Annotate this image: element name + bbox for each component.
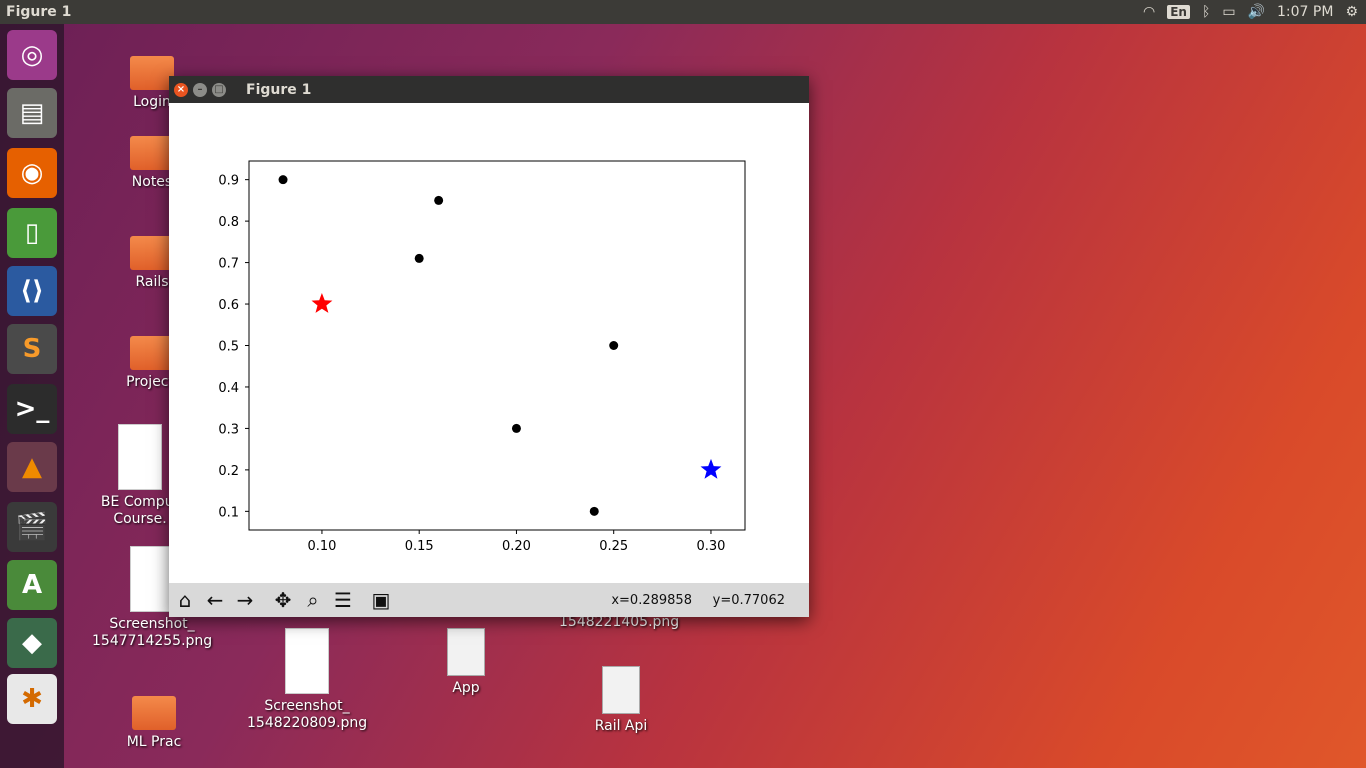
home-icon[interactable]: ⌂	[178, 588, 192, 612]
pan-icon[interactable]: ✥	[274, 588, 292, 612]
volume-icon[interactable]: 🔊	[1247, 4, 1266, 20]
python-figure-icon[interactable]: ✱	[7, 674, 57, 724]
y-tick-label: 0.1	[218, 505, 239, 520]
window-titlebar[interactable]: × – □ Figure 1	[169, 76, 809, 103]
sublime-text-icon[interactable]: S	[7, 324, 57, 374]
file-icon	[602, 666, 640, 714]
data-point	[434, 195, 444, 205]
vlc-icon[interactable]: ▲	[7, 442, 57, 492]
data-point	[589, 506, 599, 516]
data-point	[414, 253, 424, 263]
minimize-icon[interactable]: –	[193, 82, 207, 97]
app-icon[interactable]: ◆	[7, 618, 57, 668]
device-icon[interactable]: ▯	[7, 208, 57, 258]
active-app-title: Figure 1	[6, 4, 72, 20]
desktop-folder-ml-prac[interactable]: ML Prac	[94, 696, 214, 751]
keyboard-layout-indicator[interactable]: En	[1167, 5, 1190, 19]
wifi-icon[interactable]: ◠	[1142, 4, 1156, 20]
desktop-image-screenshot-1547714255[interactable]: Screenshot_ 1547714255.png	[92, 546, 212, 650]
y-tick-label: 0.3	[218, 422, 239, 437]
desktop-image-1548221405[interactable]: 1548221405.png	[559, 614, 680, 630]
launcher: ◎ ▤ ◉ ▯ ⟨⟩ S >_ ▲ 🎬 A ◆ ✱	[0, 24, 64, 768]
x-tick-label: 0.20	[502, 539, 531, 554]
cursor-y: y=0.77062	[712, 592, 785, 608]
video-editor-icon[interactable]: 🎬	[7, 502, 57, 552]
files-icon[interactable]: ▤	[7, 88, 57, 138]
plot-axes-frame	[248, 160, 746, 531]
desktop-doc-be-computer-course[interactable]: BE Comput Course.	[80, 424, 200, 528]
y-tick-label: 0.9	[218, 174, 239, 189]
terminal-icon[interactable]: >_	[7, 384, 57, 434]
x-tick-label: 0.15	[405, 539, 434, 554]
window-title: Figure 1	[246, 81, 312, 98]
image-thumbnail	[130, 546, 174, 612]
folder-icon	[130, 336, 174, 370]
clock[interactable]: 1:07 PM	[1277, 4, 1334, 20]
desktop-image-screenshot-1548220809[interactable]: Screenshot_ 1548220809.png	[247, 628, 367, 732]
scatter-plot[interactable]: 0.10 0.15 0.20 0.25 0.30 0.1 0.2 0.3 0.4 0.5 0.6 0.…	[169, 103, 809, 583]
data-point	[511, 423, 521, 433]
star-marker	[700, 458, 722, 479]
battery-icon[interactable]: ▭	[1222, 4, 1236, 20]
x-tick-label: 0.10	[307, 539, 336, 554]
top-panel: Figure 1 ◠ En ᛒ ▭ 🔊 1:07 PM ⚙	[0, 0, 1366, 24]
data-point	[278, 175, 288, 185]
folder-icon	[130, 236, 174, 270]
gear-icon[interactable]: ⚙	[1345, 4, 1358, 20]
y-tick-label: 0.7	[218, 257, 239, 272]
x-tick-label: 0.30	[696, 539, 725, 554]
close-icon[interactable]: ×	[174, 82, 188, 97]
forward-arrow-icon[interactable]: →	[236, 588, 254, 612]
vscode-icon[interactable]: ⟨⟩	[7, 266, 57, 316]
y-tick-label: 0.5	[218, 340, 239, 355]
image-thumbnail	[285, 628, 329, 694]
desktop-file-app[interactable]: App	[406, 628, 526, 697]
save-icon[interactable]: ▣	[371, 588, 391, 612]
back-arrow-icon[interactable]: ←	[206, 588, 224, 612]
matplotlib-toolbar: ⌂ ← → ✥ ⌕ ☰ ▣ x=0.289858 y=0.77062	[169, 583, 809, 617]
configure-subplots-icon[interactable]: ☰	[334, 588, 352, 612]
desktop-folder-rails[interactable]: Rails	[92, 236, 212, 291]
y-tick-label: 0.2	[218, 464, 239, 479]
cursor-x: x=0.289858	[611, 592, 692, 608]
desktop-file-rail-api[interactable]: Rail Api	[561, 666, 681, 735]
cursor-coordinates: x=0.289858 y=0.77062	[611, 593, 785, 608]
y-tick-label: 0.8	[218, 215, 239, 230]
folder-icon	[130, 136, 174, 170]
desktop-folder-projecti[interactable]: Projecti	[92, 336, 212, 391]
data-point	[609, 341, 619, 350]
android-studio-icon[interactable]: A	[7, 560, 57, 610]
folder-icon	[132, 696, 176, 730]
y-tick-label: 0.6	[218, 298, 239, 313]
folder-icon	[130, 56, 174, 90]
firefox-icon[interactable]: ◉	[7, 148, 57, 198]
ubuntu-dash-icon[interactable]: ◎	[7, 30, 57, 80]
x-tick-label: 0.25	[599, 539, 628, 554]
zoom-icon[interactable]: ⌕	[307, 588, 319, 612]
document-thumbnail	[118, 424, 162, 490]
y-tick-label: 0.4	[218, 381, 239, 396]
system-tray: ◠ En ᛒ ▭ 🔊 1:07 PM ⚙	[1143, 0, 1366, 24]
file-icon	[447, 628, 485, 676]
figure-window: × – □ Figure 1 0.10 0.15 0.20 0.25 0.30 0.1 0.…	[169, 76, 809, 617]
maximize-icon[interactable]: □	[212, 82, 226, 97]
bluetooth-icon[interactable]: ᛒ	[1201, 4, 1211, 20]
desktop-folder-login[interactable]: Login	[92, 56, 212, 111]
desktop-folder-notes[interactable]: Notes	[92, 136, 212, 191]
star-marker	[311, 293, 333, 313]
